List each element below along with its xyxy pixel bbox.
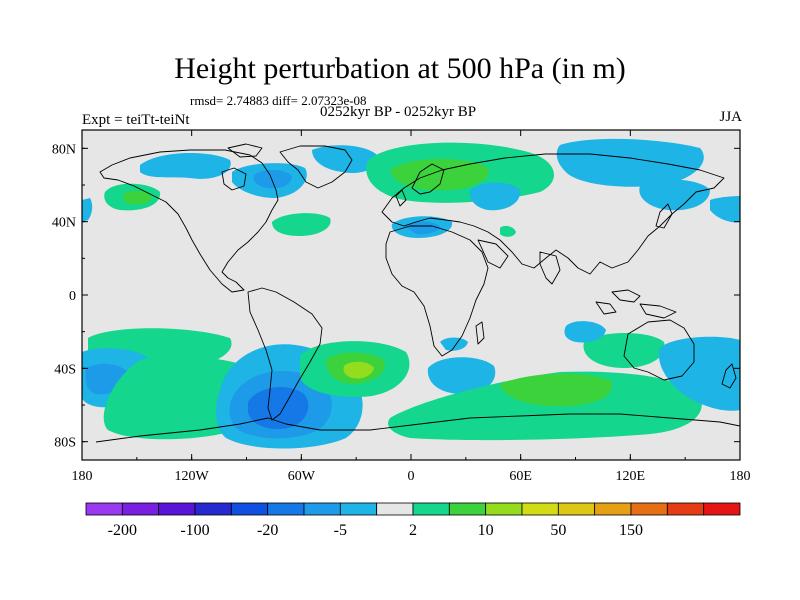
colorbar-swatch (412, 502, 450, 516)
lon-tick-label: 120W (175, 469, 210, 484)
colorbar-swatch (448, 502, 487, 516)
lon-tick-label: 0 (408, 469, 415, 484)
colorbar-swatch (521, 502, 559, 516)
colorbar-swatch (630, 502, 668, 516)
longitude-axis: 180 120W 60W 0 60E 120E 180 (72, 130, 751, 484)
colorbar: -200 -100 -20 -5 2 10 50 150 (85, 502, 741, 539)
field-patch-4 (82, 198, 93, 222)
colorbar-label: 2 (409, 522, 417, 539)
field-patch-1 (140, 153, 231, 179)
field-patch-33 (564, 321, 606, 343)
lon-tick-label: 180 (730, 469, 751, 484)
colorbar-label: 10 (478, 522, 494, 539)
map-title: Height perturbation at 500 hPa (in m) (174, 52, 626, 85)
field-patch-7 (272, 213, 331, 236)
colorbar-swatch (121, 502, 160, 516)
colorbar-swatch (594, 502, 632, 516)
field-patch-13 (404, 221, 440, 235)
colorbar-swatch (85, 502, 123, 516)
stats-line: rmsd= 2.74883 diff= 2.07323e-08 (190, 93, 367, 108)
field-patch-3 (122, 190, 152, 205)
colorbar-label: -20 (257, 522, 278, 539)
experiment-label: Expt = teiTt-teiNt (82, 112, 190, 128)
field-patch-31 (583, 333, 665, 368)
field-patch-32 (658, 336, 740, 411)
lat-tick-label: 40S (54, 362, 76, 377)
coastlines (95, 143, 740, 443)
colorbar-swatch (303, 502, 341, 516)
lat-tick-label: 40N (52, 216, 76, 231)
colorbar-swatch (485, 502, 523, 516)
colorbar-label: 150 (619, 522, 643, 539)
lon-tick-label: 60E (509, 469, 532, 484)
colorbar-label: 50 (550, 522, 566, 539)
field-patch-34 (440, 337, 468, 351)
colorbar-label: -200 (108, 522, 137, 539)
field-patch-24 (248, 387, 309, 430)
colorbar-label: -100 (180, 522, 209, 539)
colorbar-swatch (666, 502, 705, 516)
field-patch-28 (427, 357, 496, 394)
period-label: 0252kyr BP - 0252kyr BP (320, 104, 477, 120)
colorbar-swatch (339, 502, 378, 516)
colorbar-swatch (230, 502, 269, 516)
lat-tick-label: 80S (54, 436, 76, 451)
colorbar-swatch (703, 502, 741, 516)
map-panel: 80N 40N 0 40S 80S 180 120W 60W 0 60E 120E 180 (52, 129, 751, 484)
field-patch-27 (343, 361, 374, 379)
latitude-axis: 80N 40N 0 40S 80S (52, 142, 740, 451)
field-patch-14 (500, 225, 516, 237)
field-patch-29 (388, 371, 702, 441)
lat-tick-label: 0 (69, 289, 76, 304)
field-patch-15 (556, 138, 704, 187)
colorbar-swatch (158, 502, 196, 516)
field-patch-17 (710, 196, 740, 223)
perturbation-field (82, 138, 740, 449)
colorbar-swatch (194, 502, 232, 516)
lon-tick-label: 60W (288, 469, 316, 484)
field-patch-6 (253, 169, 292, 189)
field-patch-16 (639, 179, 710, 211)
field-patch-11 (469, 182, 521, 211)
season-label: JJA (719, 109, 742, 125)
lon-tick-label: 180 (72, 469, 93, 484)
lat-tick-label: 80N (52, 142, 76, 157)
lon-tick-label: 120E (616, 469, 646, 484)
colorbar-swatch (557, 502, 596, 516)
field-patch-8 (312, 145, 379, 174)
colorbar-swatch (376, 502, 414, 516)
colorbar-swatch (267, 502, 305, 516)
field-patch-30 (500, 373, 612, 407)
colorbar-label: -5 (334, 522, 347, 539)
